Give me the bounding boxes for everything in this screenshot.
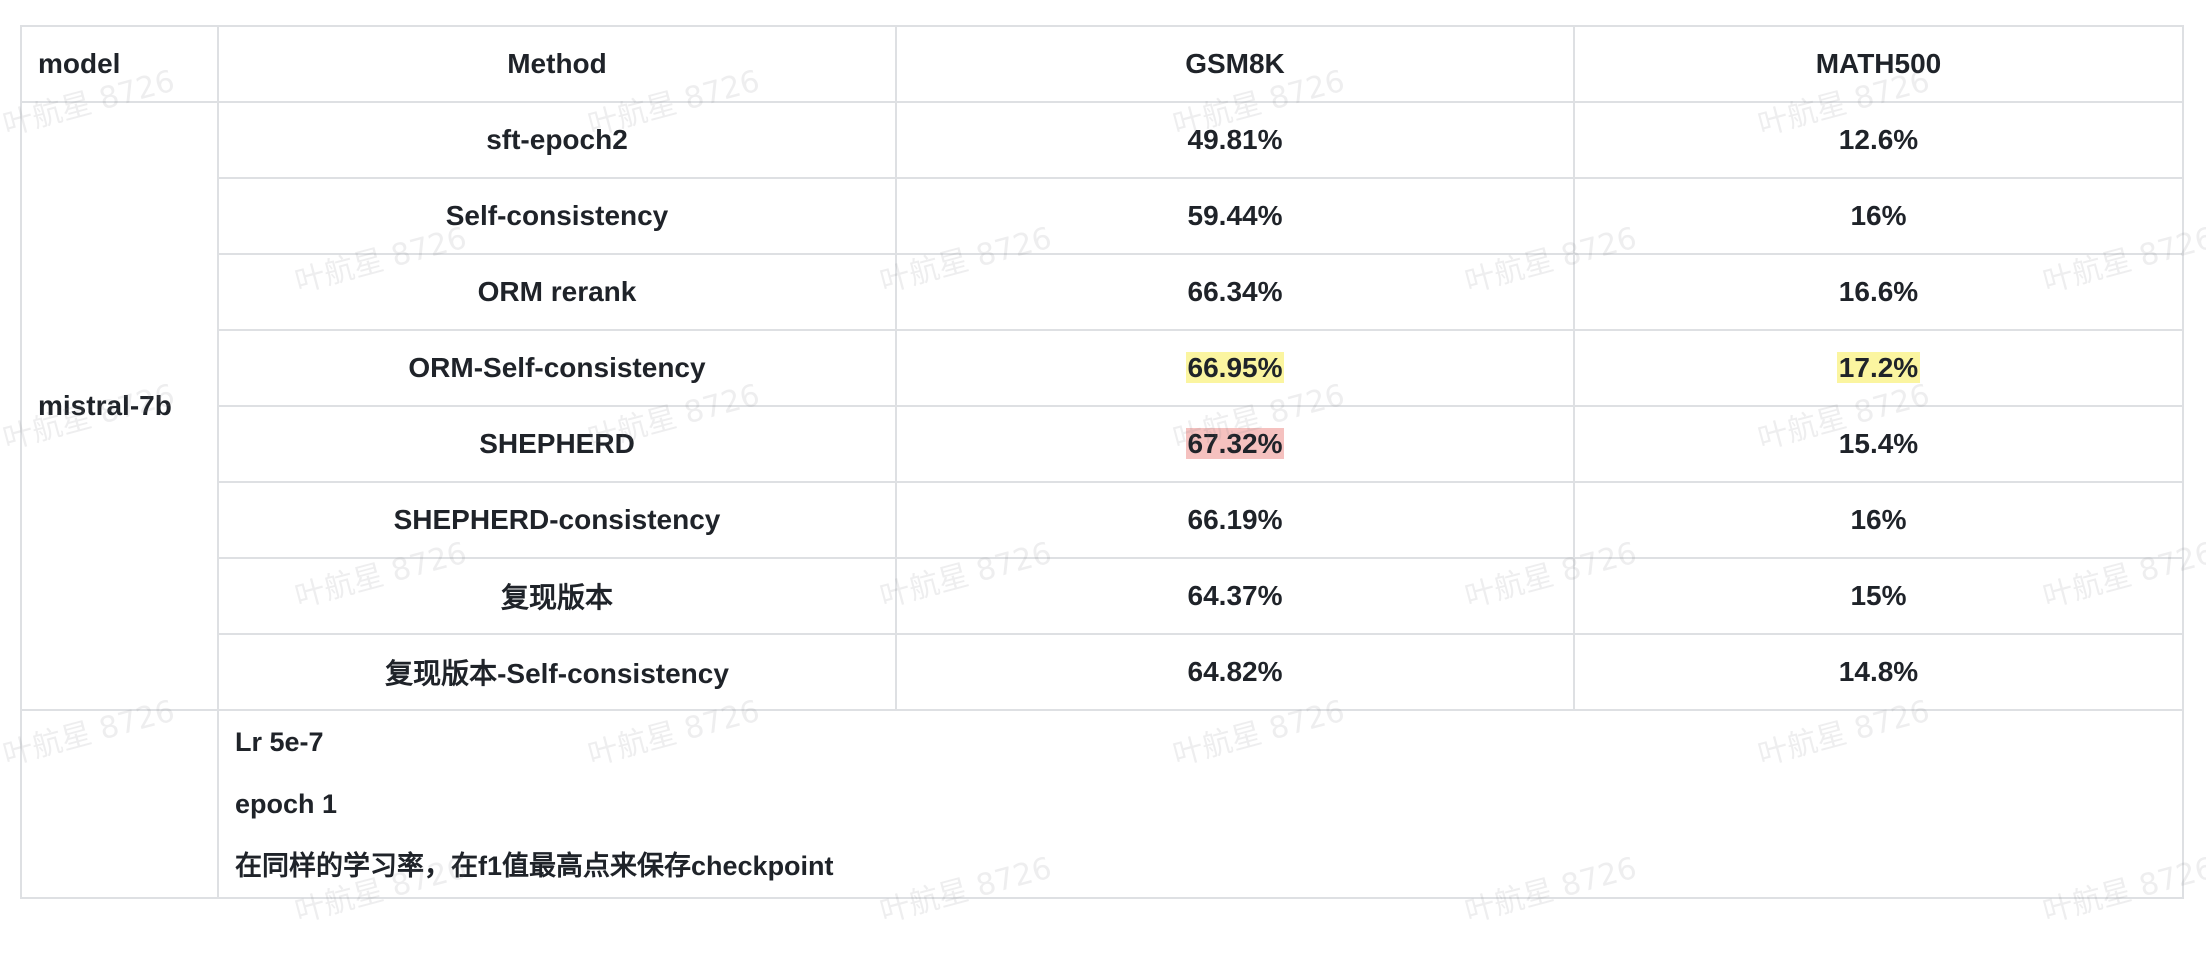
method-cell: sft-epoch2: [217, 101, 897, 179]
math500-highlighted-value: 17.2%: [1836, 352, 1921, 383]
method-cell: SHEPHERD: [217, 405, 897, 483]
math500-value: 12.6%: [1838, 124, 1919, 155]
gsm8k-cell: 59.44%: [895, 177, 1575, 255]
method-cell: Self-consistency: [217, 177, 897, 255]
math500-cell: 15%: [1573, 557, 2184, 635]
gsm8k-value: 49.81%: [1187, 124, 1283, 155]
gsm8k-value: 59.44%: [1187, 200, 1283, 231]
gsm8k-cell: 49.81%: [895, 101, 1575, 179]
gsm8k-cell: 67.32%: [895, 405, 1575, 483]
gsm8k-cell: 66.34%: [895, 253, 1575, 331]
header-method: Method: [217, 25, 897, 103]
math500-value: 14.8%: [1838, 656, 1919, 687]
gsm8k-highlighted-value: 67.32%: [1185, 428, 1285, 459]
method-cell: ORM rerank: [217, 253, 897, 331]
model-name-cell: mistral-7b: [20, 101, 219, 711]
table-row: 复现版本-Self-consistency 64.82% 14.8%: [21, 633, 2184, 711]
math500-value: 16.6%: [1838, 276, 1919, 307]
note-learning-rate: Lr 5e-7: [235, 727, 324, 757]
gsm8k-value: 66.34%: [1187, 276, 1283, 307]
math500-cell: 15.4%: [1573, 405, 2184, 483]
math500-value: 15.4%: [1838, 428, 1919, 459]
math500-value: 16%: [1850, 504, 1907, 535]
table-row: ORM-Self-consistency 66.95% 17.2%: [21, 329, 2184, 407]
notes-empty-cell: [20, 709, 219, 899]
notes-cell: Lr 5e-7 epoch 1 在同样的学习率，在f1值最高点来保存checkp…: [217, 709, 2184, 899]
math500-cell: 16%: [1573, 481, 2184, 559]
method-cell: 复现版本-Self-consistency: [217, 633, 897, 711]
method-cell: ORM-Self-consistency: [217, 329, 897, 407]
gsm8k-cell: 64.82%: [895, 633, 1575, 711]
table-row: ORM rerank 66.34% 16.6%: [21, 253, 2184, 331]
math500-cell: 12.6%: [1573, 101, 2184, 179]
header-row: model Method GSM8K MATH500: [20, 25, 2184, 103]
header-gsm8k: GSM8K: [895, 25, 1575, 103]
gsm8k-cell: 66.19%: [895, 481, 1575, 559]
table-row: 复现版本 64.37% 15%: [21, 557, 2184, 635]
gsm8k-cell: 66.95%: [895, 329, 1575, 407]
gsm8k-value: 64.82%: [1187, 656, 1283, 687]
note-description: 在同样的学习率，在f1值最高点来保存checkpoint: [235, 851, 834, 881]
gsm8k-value: 66.19%: [1187, 504, 1283, 535]
method-cell: 复现版本: [217, 557, 897, 635]
gsm8k-value: 64.37%: [1187, 580, 1283, 611]
math500-cell: 16%: [1573, 177, 2184, 255]
math500-cell: 16.6%: [1573, 253, 2184, 331]
note-epoch: epoch 1: [235, 789, 338, 819]
table-row: Self-consistency 59.44% 16%: [21, 177, 2184, 255]
math500-value: 15%: [1850, 580, 1907, 611]
results-table: model Method GSM8K MATH500 mistral-7b sf…: [20, 25, 2184, 899]
header-model: model: [20, 25, 219, 103]
table-row: SHEPHERD-consistency 66.19% 16%: [21, 481, 2184, 559]
method-cell: SHEPHERD-consistency: [217, 481, 897, 559]
math500-cell: 14.8%: [1573, 633, 2184, 711]
math500-cell: 17.2%: [1573, 329, 2184, 407]
header-math500: MATH500: [1573, 25, 2184, 103]
gsm8k-cell: 64.37%: [895, 557, 1575, 635]
gsm8k-highlighted-value: 66.95%: [1185, 352, 1285, 383]
notes-row: Lr 5e-7 epoch 1 在同样的学习率，在f1值最高点来保存checkp…: [20, 709, 2184, 899]
table-row: mistral-7b sft-epoch2 49.81% 12.6%: [20, 101, 2184, 711]
table-row: SHEPHERD 67.32% 15.4%: [21, 405, 2184, 483]
math500-value: 16%: [1850, 200, 1907, 231]
